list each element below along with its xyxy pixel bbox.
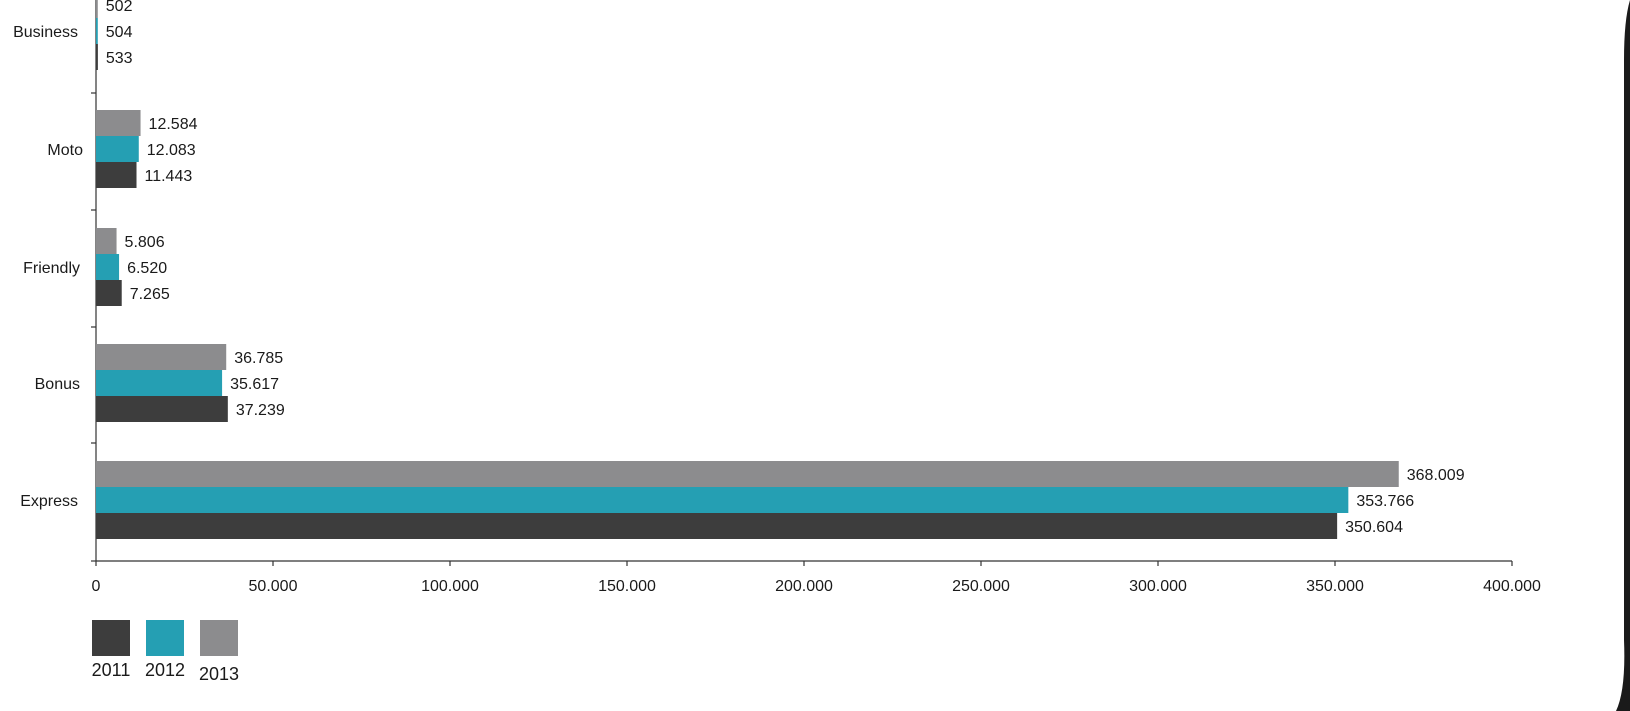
legend-swatch-2012 — [146, 620, 184, 656]
data-label: 502 — [106, 0, 133, 15]
bar-2013 — [96, 461, 1399, 487]
legend-swatch-2011 — [92, 620, 130, 656]
bar-2012 — [96, 136, 139, 162]
data-label: 36.785 — [234, 350, 283, 367]
bar-2013 — [96, 0, 98, 18]
y-category-label: Friendly — [23, 260, 80, 277]
axes: 0 50.000 100.000 150.000 200.000 250.000 300.0… — [91, 0, 1541, 595]
x-tick-label: 50.000 — [249, 578, 298, 595]
bar-2013 — [96, 228, 117, 254]
x-tick-label: 200.000 — [775, 578, 833, 595]
legend: 2011 2012 2013 — [92, 620, 239, 684]
legend-swatch-2013 — [200, 620, 238, 656]
data-label: 11.443 — [145, 168, 193, 185]
bar-2011 — [96, 44, 98, 70]
legend-label: 2011 — [92, 660, 131, 680]
bar-2011 — [96, 162, 137, 188]
bars — [96, 0, 1399, 539]
y-category-label: Express — [20, 493, 78, 510]
y-category-label: Moto — [47, 142, 83, 159]
y-category-label: Business — [13, 24, 78, 41]
data-label: 533 — [106, 50, 133, 67]
bar-2011 — [96, 513, 1338, 539]
data-label: 368.009 — [1407, 467, 1465, 484]
data-labels: Business 502 504 533 Moto 12.584 12.083 11.443 F… — [13, 0, 1465, 536]
x-tick-label: 250.000 — [952, 578, 1010, 595]
bar-2012 — [96, 487, 1349, 513]
data-label: 504 — [106, 24, 133, 41]
data-label: 37.239 — [236, 402, 285, 419]
data-label: 35.617 — [230, 376, 279, 393]
x-tick-label: 300.000 — [1129, 578, 1187, 595]
bar-2013 — [96, 344, 227, 370]
data-label: 350.604 — [1345, 519, 1403, 536]
bar-2012 — [96, 254, 120, 280]
page-corner-decoration — [1616, 0, 1630, 711]
data-label: 12.083 — [147, 142, 196, 159]
legend-label: 2013 — [199, 664, 239, 684]
x-tick-label: 0 — [92, 578, 101, 595]
bar-2013 — [96, 110, 141, 136]
data-label: 12.584 — [149, 116, 198, 133]
y-category-label: Bonus — [35, 376, 80, 393]
bar-2011 — [96, 396, 228, 422]
legend-label: 2012 — [145, 660, 185, 680]
bar-2012 — [96, 18, 98, 44]
x-tick-label: 150.000 — [598, 578, 656, 595]
data-label: 6.520 — [127, 260, 167, 277]
x-tick-label: 400.000 — [1483, 578, 1541, 595]
bar-2012 — [96, 370, 223, 396]
bar-2011 — [96, 280, 122, 306]
data-label: 353.766 — [1356, 493, 1414, 510]
data-label: 5.806 — [125, 234, 165, 251]
data-label: 7.265 — [130, 286, 170, 303]
x-tick-label: 100.000 — [421, 578, 479, 595]
x-tick-label: 350.000 — [1306, 578, 1364, 595]
